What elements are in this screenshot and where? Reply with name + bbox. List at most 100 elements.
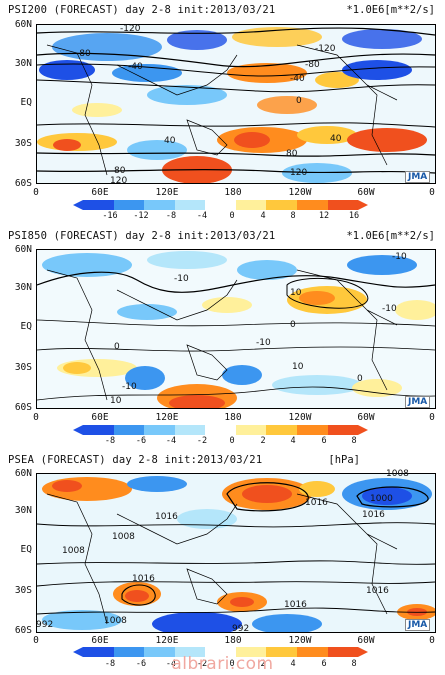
colorbar-label: 6: [321, 436, 327, 446]
colorbar-label: -6: [135, 659, 147, 669]
lon-label: 180: [224, 187, 242, 198]
lat-label: 30N: [14, 58, 32, 69]
psea-map: [36, 473, 436, 633]
colorbar-label: 8: [351, 659, 357, 669]
contour-label: 0: [296, 96, 302, 106]
contour-label: -80: [76, 49, 91, 59]
contour-label: 0: [290, 320, 296, 330]
lat-label: 60N: [14, 19, 32, 30]
contour-label: -120: [315, 44, 336, 54]
colorbar-label: -4: [165, 436, 177, 446]
lat-label: EQ: [20, 544, 32, 555]
lat-label: EQ: [20, 321, 32, 332]
lon-label: 180: [224, 412, 242, 423]
colorbar-label: 0: [229, 659, 235, 669]
lat-label: 60N: [14, 468, 32, 479]
colorbar-label: -2: [196, 436, 208, 446]
colorbar-label: 2: [260, 659, 266, 669]
colorbar-label: 4: [290, 436, 296, 446]
psi850-map: [36, 249, 436, 409]
contour-label: -120: [120, 24, 141, 34]
psi850-panel: PSI850 (FORECAST) day 2-8 init:2013/03/2…: [0, 224, 445, 446]
panel-units: *1.0E6[m**2/s]: [346, 230, 435, 242]
colorbar-label: -2: [196, 659, 208, 669]
contour-label: 1008: [104, 616, 127, 626]
colorbar-label: 4: [290, 659, 296, 669]
lon-label: 0: [429, 412, 435, 423]
watermark: albrari.com: [171, 654, 274, 674]
lon-label: 60W: [357, 635, 375, 646]
contour-label: -40: [128, 62, 143, 72]
contour-label: 1016: [284, 600, 307, 610]
contour-label: 1008: [62, 546, 85, 556]
colorbar-label: 0: [229, 211, 235, 221]
colorbar-label: -4: [196, 211, 208, 221]
colorbar-label: 4: [260, 211, 266, 221]
lon-label: 120W: [288, 187, 312, 198]
colorbar: [83, 200, 359, 210]
lon-label: 60E: [91, 412, 109, 423]
contour-label: 1008: [112, 532, 135, 542]
lon-label: 60W: [357, 187, 375, 198]
lon-label: 0: [33, 187, 39, 198]
contour-label: -10: [174, 274, 189, 284]
jma-logo: JMA: [405, 396, 431, 408]
contour-label: 40: [164, 136, 176, 146]
contour-label: 1016: [155, 512, 178, 522]
lat-label: 30S: [14, 138, 32, 149]
contour-label: 1016: [132, 574, 155, 584]
colorbar-label: 0: [229, 436, 235, 446]
contour-label: 0: [357, 374, 363, 384]
contour-label: -40: [290, 74, 305, 84]
colorbar-label: -12: [133, 211, 149, 221]
jma-logo: JMA: [405, 619, 431, 631]
contour-label: 10: [290, 288, 302, 298]
psea-panel: PSEA (FORECAST) day 2-8 init:2013/03/21 …: [0, 448, 445, 657]
lon-label: 0: [429, 187, 435, 198]
lat-label: 60S: [14, 402, 32, 413]
lon-label: 60W: [357, 412, 375, 423]
psi850-field: [37, 250, 435, 408]
lat-label: 30S: [14, 585, 32, 596]
panel-title: PSEA (FORECAST) day 2-8 init:2013/03/21: [8, 454, 263, 466]
lat-label: 60S: [14, 178, 32, 189]
lon-label: 60E: [91, 187, 109, 198]
lat-label: 30N: [14, 282, 32, 293]
contour-label: 1000: [370, 494, 393, 504]
lon-label: 0: [429, 635, 435, 646]
lon-label: 120E: [155, 412, 179, 423]
psi200-panel: PSI200 (FORECAST) day 2-8 init:2013/03/2…: [0, 0, 445, 222]
lon-label: 0: [33, 412, 39, 423]
panel-title: PSI200 (FORECAST) day 2-8 init:2013/03/2…: [8, 4, 276, 16]
contour-label: 10: [292, 362, 304, 372]
lon-label: 60E: [91, 635, 109, 646]
contour-label: -10: [382, 304, 397, 314]
colorbar-label: -8: [104, 436, 116, 446]
lat-label: EQ: [20, 97, 32, 108]
colorbar-label: -6: [135, 436, 147, 446]
colorbar-label: -8: [165, 211, 177, 221]
colorbar-label: 6: [321, 659, 327, 669]
colorbar-label: -4: [165, 659, 177, 669]
lon-label: 120W: [288, 412, 312, 423]
psea-field: [37, 474, 435, 632]
contour-label: 992: [232, 624, 250, 634]
contour-label: 1016: [366, 586, 389, 596]
lon-label: 180: [224, 635, 242, 646]
colorbar: [83, 647, 359, 657]
lon-label: 120E: [155, 187, 179, 198]
contour-label: 40: [330, 134, 342, 144]
lon-label: 120W: [288, 635, 312, 646]
contour-label: 1016: [362, 510, 385, 520]
psi200-field: [37, 25, 435, 183]
contour-label: -10: [256, 338, 271, 348]
contour-label: 1016: [305, 498, 328, 508]
panel-units: [hPa]: [328, 454, 360, 466]
contour-label: 80: [286, 149, 298, 159]
contour-label: -10: [392, 252, 407, 262]
jma-logo: JMA: [405, 171, 431, 183]
lat-label: 30N: [14, 505, 32, 516]
psi200-map: [36, 24, 436, 184]
contour-label: 120: [290, 168, 308, 178]
colorbar: [83, 425, 359, 435]
